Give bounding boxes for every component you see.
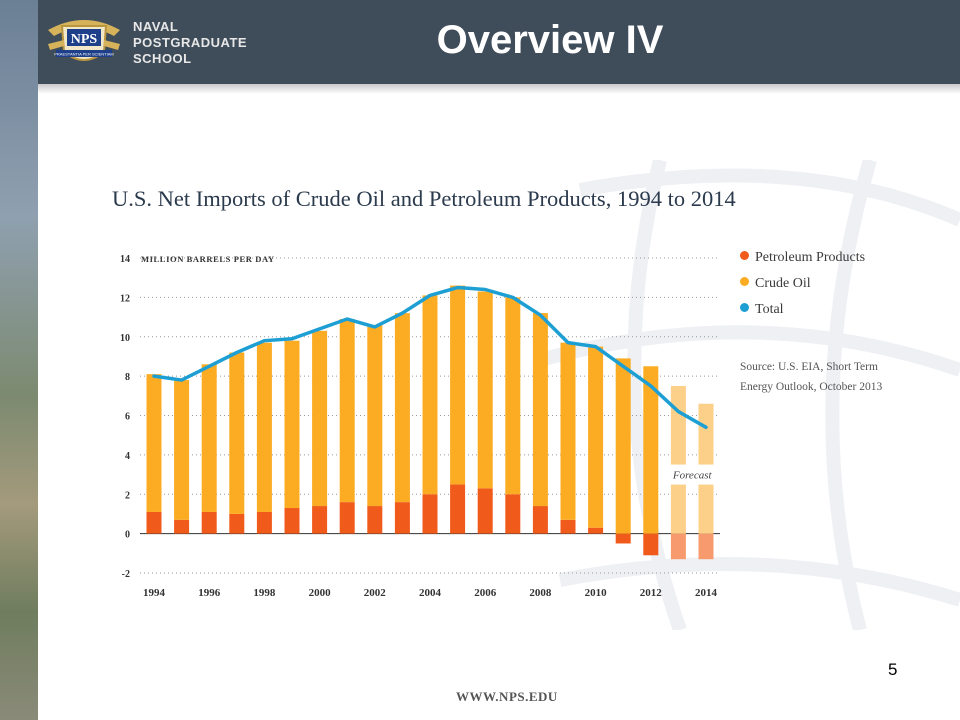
- bar-crude-oil: [643, 366, 659, 534]
- bar-petroleum-products: [201, 511, 217, 534]
- logo-motto: PRAESTANTIA PER SCIENTIAM: [54, 52, 114, 57]
- bar-petroleum-products: [615, 533, 631, 544]
- slide-title: Overview IV: [436, 18, 664, 62]
- bar-petroleum-products: [422, 494, 438, 534]
- bar-crude-oil: [201, 364, 217, 512]
- header-bar: [38, 0, 960, 84]
- legend-item-petroleum-products: Petroleum Products: [740, 250, 865, 276]
- bar-petroleum-products: [284, 508, 300, 534]
- school-name: NAVAL POSTGRADUATE SCHOOL: [133, 19, 247, 67]
- line-total: [152, 285, 708, 430]
- forecast-label-bg: [668, 464, 716, 485]
- bar-petroleum-products: [146, 511, 162, 534]
- x-tick-label: 2004: [419, 587, 442, 599]
- legend-item-crude-oil: Crude Oil: [740, 276, 865, 302]
- bar-crude-oil: [588, 346, 604, 528]
- y-tick-label: 8: [125, 372, 130, 383]
- y-tick-label: 10: [120, 333, 130, 344]
- y-tick-label: 0: [125, 530, 130, 541]
- bar-crude-oil: [229, 352, 245, 514]
- y-tick-label: 14: [120, 254, 130, 265]
- bar-crude-oil: [532, 313, 548, 507]
- bar-petroleum-products: [174, 519, 190, 534]
- bar-petroleum-products: [394, 502, 410, 534]
- bar-crude-oil: [670, 385, 686, 534]
- school-line-3: SCHOOL: [133, 51, 192, 66]
- logo-wing-right: [104, 40, 120, 50]
- x-tick-label: 2014: [695, 587, 718, 599]
- bar-crude-oil: [477, 291, 493, 489]
- legend-swatch: [740, 303, 749, 312]
- x-tick-label: 2006: [474, 587, 497, 599]
- y-tick-label: 2: [125, 490, 130, 501]
- bar-petroleum-products: [450, 484, 466, 534]
- nps-logo: NPS PRAESTANTIA PER SCIENTIAM: [48, 20, 120, 61]
- bar-crude-oil: [256, 342, 272, 512]
- bar-crude-oil: [394, 313, 410, 503]
- bar-crude-oil: [284, 340, 300, 509]
- x-tick-label: 1994: [143, 587, 166, 599]
- bar-crude-oil: [367, 324, 383, 507]
- bar-crude-oil: [560, 342, 576, 520]
- bar-petroleum-products: [588, 527, 604, 534]
- y-tick-label: 4: [125, 451, 130, 462]
- bar-petroleum-products: [532, 506, 548, 534]
- y-tick-label: 6: [125, 412, 130, 423]
- bar-petroleum-products: [339, 502, 355, 534]
- bar-petroleum-products: [505, 494, 521, 534]
- logo-motto-ribbon: [56, 50, 112, 57]
- legend-label: Crude Oil: [755, 276, 811, 291]
- x-tick-label: 1996: [198, 587, 221, 599]
- bar-crude-oil: [450, 285, 466, 485]
- header-shadow: [38, 84, 960, 94]
- x-tick-label: 2002: [364, 587, 387, 599]
- y-tick-label: -2: [122, 569, 130, 580]
- bar-petroleum-products: [367, 506, 383, 534]
- footer-url: WWW.NPS.EDU: [456, 689, 558, 704]
- x-tick-label: 2012: [640, 587, 663, 599]
- legend-swatch: [740, 251, 749, 260]
- chart-title: U.S. Net Imports of Crude Oil and Petrol…: [112, 186, 736, 211]
- school-line-1: NAVAL: [133, 19, 179, 34]
- bar-crude-oil: [422, 295, 438, 495]
- logo-wing-left: [48, 40, 64, 50]
- bar-crude-oil: [615, 358, 631, 534]
- background-globe-watermark: [540, 160, 960, 630]
- legend-item-total: Total: [740, 302, 865, 328]
- bar-petroleum-products: [312, 506, 328, 534]
- bar-petroleum-products: [477, 488, 493, 534]
- bar-crude-oil: [312, 330, 328, 507]
- bar-crude-oil: [174, 380, 190, 520]
- logo-text: NPS: [71, 32, 98, 47]
- legend-label: Petroleum Products: [755, 250, 866, 265]
- school-line-2: POSTGRADUATE: [133, 35, 248, 50]
- bar-petroleum-products: [256, 511, 272, 534]
- y-tick-label: 12: [120, 293, 130, 304]
- bar-petroleum-products: [643, 533, 659, 556]
- bar-crude-oil: [339, 319, 355, 503]
- forecast-label: Forecast: [672, 470, 713, 482]
- y-axis-label: MILLION BARRELS PER DAY: [141, 254, 275, 264]
- x-tick-label: 2000: [309, 587, 332, 599]
- bar-crude-oil: [146, 374, 162, 512]
- bar-crude-oil: [505, 297, 521, 495]
- bar-petroleum-products: [229, 513, 245, 534]
- legend-swatch: [740, 277, 749, 286]
- bar-petroleum-products: [698, 533, 714, 560]
- bar-line-chart: 14 12 10 8 6 4 2 0 -2 MILLION BARRELS PER DAY Fore…: [120, 254, 720, 599]
- logo-banner: [67, 29, 101, 46]
- legend-label: Total: [755, 302, 784, 317]
- page-number: 5: [888, 660, 898, 679]
- bar-petroleum-products: [560, 519, 576, 534]
- left-photo-strip: [0, 0, 38, 720]
- bar-petroleum-products: [670, 533, 686, 560]
- chart-source-note: Source: U.S. EIA, Short Term Energy Outl…: [740, 361, 883, 393]
- chart-legend: Petroleum Products Crude Oil Total: [740, 250, 865, 328]
- x-tick-label: 2010: [585, 587, 608, 599]
- x-tick-label: 1998: [253, 587, 276, 599]
- x-tick-label: 2008: [529, 587, 552, 599]
